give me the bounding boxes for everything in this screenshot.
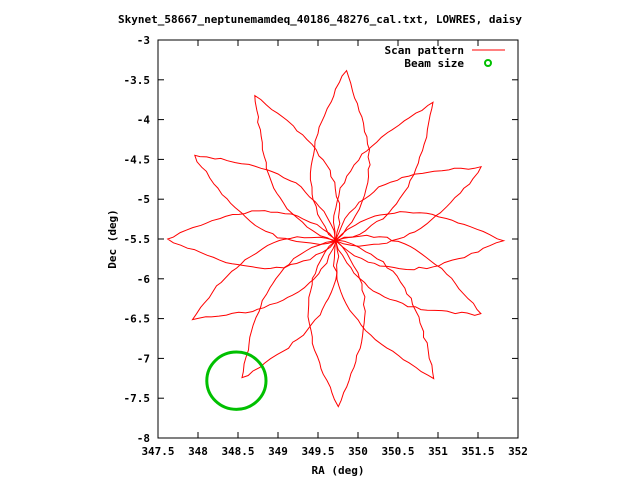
x-tick-label: 350 [348,445,368,458]
x-tick-label: 348.5 [221,445,254,458]
legend-swatch-beam [484,59,492,67]
y-tick-label: -6 [137,273,151,286]
y-tick-label: -4.5 [124,153,151,166]
y-tick-label: -6.5 [124,313,151,326]
chart-title: Skynet_58667_neptunemamdeq_40186_48276_c… [118,13,522,26]
axis-ticks: 347.5 348 348.5 349 349.5 350 350.5 351 351.5 352… [124,34,528,458]
scan-petal [194,154,337,246]
scan-petal [332,101,434,242]
plot-area: 347.5 348 348.5 349 349.5 350 350.5 351 351.5 352… [124,34,528,458]
y-tick-label: -7 [137,352,150,365]
y-axis-label: Dec (deg) [106,209,119,269]
scan-petal [335,165,483,247]
y-tick-label: -8 [137,432,150,445]
x-tick-label: 348 [188,445,208,458]
beam-size-circle [205,350,268,411]
x-tick-label: 349 [268,445,288,458]
scan-petal [241,239,340,379]
x-tick-label: 351.5 [461,445,494,458]
scan-petal [191,236,337,321]
legend-label-beam: Beam size [404,57,464,70]
y-tick-label: -5.5 [124,233,151,246]
legend-label-scan: Scan pattern [385,44,464,57]
y-tick-label: -3 [137,34,150,47]
y-tick-label: -7.5 [124,392,151,405]
scan-petal [254,94,341,243]
scan-petal [307,240,366,408]
scan-petal [334,211,506,271]
x-tick-label: 351 [428,445,448,458]
y-tick-label: -3.5 [124,74,151,87]
x-tick-label: 347.5 [141,445,174,458]
series-layer [166,69,506,411]
scan-petal [335,234,482,316]
x-tick-label: 350.5 [381,445,414,458]
scan-petal [309,69,371,241]
y-tick-label: -5 [137,193,150,206]
scan-petal [166,210,336,270]
y-tick-label: -4 [137,114,151,127]
x-tick-label: 349.5 [301,445,334,458]
x-tick-label: 352 [508,445,528,458]
scan-petal [332,239,435,380]
x-axis-label: RA (deg) [312,464,365,477]
